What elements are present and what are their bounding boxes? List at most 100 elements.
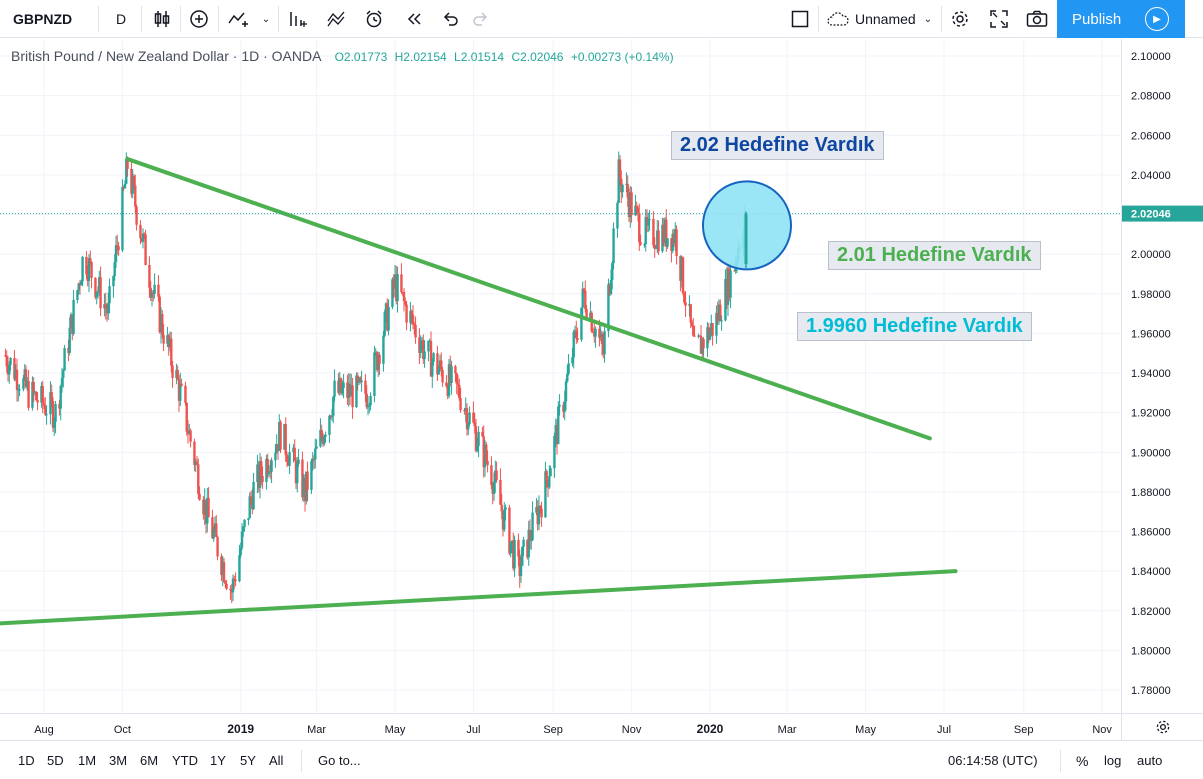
- candle-body: [179, 383, 182, 401]
- candle-body: [589, 312, 592, 319]
- candle-body: [661, 224, 664, 252]
- candle-body: [15, 369, 19, 391]
- camera-icon[interactable]: [1021, 0, 1053, 38]
- candle-body: [342, 382, 345, 388]
- candle-body: [564, 381, 568, 402]
- candle-body: [681, 257, 685, 294]
- clock-time[interactable]: 06:14:58 (UTC): [948, 753, 1038, 768]
- price-axis[interactable]: 2.100002.080002.060002.040002.020002.000…: [1121, 39, 1203, 713]
- candle-body: [132, 176, 136, 186]
- interval-button[interactable]: D: [115, 11, 127, 27]
- candle-body: [32, 381, 35, 393]
- candle-body: [602, 343, 605, 355]
- candles-style-icon[interactable]: [146, 0, 178, 38]
- redo-icon[interactable]: [466, 0, 496, 38]
- candle-body: [575, 330, 578, 339]
- candle-body: [486, 460, 489, 466]
- price-chart[interactable]: [0, 39, 1121, 713]
- fullscreen-icon[interactable]: [983, 0, 1015, 38]
- candle-body: [113, 262, 116, 277]
- chart-settings-corner[interactable]: [1121, 713, 1203, 740]
- gear-icon[interactable]: [1155, 719, 1171, 735]
- fullscreen-square-icon[interactable]: [786, 0, 814, 38]
- range-1m[interactable]: 1M: [78, 753, 97, 768]
- price-tick-label: 2.08000: [1131, 91, 1171, 103]
- candle-body: [107, 303, 110, 314]
- candle-body: [158, 296, 161, 333]
- range-5y[interactable]: 5Y: [240, 753, 256, 768]
- chevron-down-icon[interactable]: ⌄: [261, 13, 271, 25]
- publish-button[interactable]: Publish ▶: [1057, 0, 1185, 38]
- chart-pane[interactable]: [0, 39, 1121, 713]
- divider: [180, 6, 181, 32]
- candle-body: [333, 380, 336, 397]
- candle-body: [620, 178, 623, 193]
- candle-body: [315, 446, 318, 449]
- percent-scale-toggle[interactable]: %: [1076, 752, 1089, 769]
- candle-body: [359, 377, 362, 383]
- candle-body: [626, 183, 629, 198]
- undo-icon[interactable]: [434, 0, 466, 38]
- candle-body: [265, 458, 268, 483]
- candle-body: [432, 353, 435, 362]
- candle-body: [693, 335, 696, 337]
- candle-body: [729, 270, 732, 298]
- legend-high: H2.02154: [394, 50, 447, 64]
- candle-body: [639, 242, 642, 245]
- candle-body: [464, 408, 467, 411]
- candle-body: [706, 327, 709, 349]
- auto-scale-toggle[interactable]: auto: [1137, 753, 1163, 768]
- add-indicator-icon[interactable]: [183, 0, 215, 38]
- candle-body: [531, 512, 534, 541]
- candle-body: [319, 429, 322, 447]
- candle-body: [221, 562, 224, 576]
- range-1d[interactable]: 1D: [18, 753, 35, 768]
- gear-icon[interactable]: [944, 0, 976, 38]
- time-tick-label: 2020: [697, 722, 724, 736]
- alert-icon[interactable]: [358, 0, 390, 38]
- log-scale-toggle[interactable]: log: [1104, 753, 1122, 768]
- candle-body: [202, 499, 205, 515]
- templates-icon[interactable]: [320, 0, 354, 38]
- goto-date-button[interactable]: Go to...: [318, 753, 361, 768]
- candle-body: [247, 518, 250, 520]
- range-1y[interactable]: 1Y: [210, 753, 226, 768]
- candle-body: [229, 588, 232, 591]
- compare-icon[interactable]: [222, 0, 256, 38]
- replay-icon[interactable]: [397, 0, 431, 38]
- range-ytd[interactable]: YTD: [172, 753, 198, 768]
- candle-body: [463, 410, 466, 412]
- price-tick-label: 1.82000: [1131, 606, 1171, 618]
- candle-body: [338, 378, 341, 393]
- play-arrow-icon[interactable]: ▶: [1145, 7, 1169, 31]
- candle-body: [404, 301, 407, 305]
- candle-body: [410, 311, 413, 315]
- time-axis[interactable]: Aug Oct 2019 Mar May Jul Sep Nov 2020 Mar May Jul Se…: [0, 713, 1121, 740]
- candle-body: [294, 460, 298, 484]
- annotation-target-2-01[interactable]: 2.01 Hedefine Vardık: [828, 241, 1041, 270]
- legend-open: O2.01773: [334, 50, 388, 64]
- candle-body: [467, 423, 470, 430]
- cloud-icon: [826, 11, 850, 27]
- candle-body: [409, 311, 412, 323]
- candle-body: [375, 352, 379, 370]
- candle-body: [311, 458, 314, 462]
- symbol-search-button[interactable]: GBPNZD: [13, 11, 73, 27]
- time-tick-label: Sep: [543, 724, 563, 736]
- range-3m[interactable]: 3M: [109, 753, 128, 768]
- candle-body: [503, 509, 506, 530]
- price-tick-label: 1.90000: [1131, 447, 1171, 459]
- candle-body: [50, 392, 53, 401]
- range-5d[interactable]: 5D: [47, 753, 64, 768]
- annotation-target-1-9960[interactable]: 1.9960 Hedefine Vardık: [797, 312, 1032, 341]
- annotation-target-2-02[interactable]: 2.02 Hedefine Vardık: [671, 131, 884, 160]
- price-tick-label: 1.86000: [1131, 527, 1171, 539]
- layout-menu-button[interactable]: Unnamed ⌄: [826, 0, 938, 38]
- indicators-icon[interactable]: [282, 0, 314, 38]
- candle-body: [266, 458, 269, 475]
- candle-body: [105, 308, 109, 314]
- candle-body: [22, 378, 25, 390]
- candle-body: [555, 425, 559, 445]
- range-6m[interactable]: 6M: [140, 753, 159, 768]
- range-all[interactable]: All: [269, 753, 284, 768]
